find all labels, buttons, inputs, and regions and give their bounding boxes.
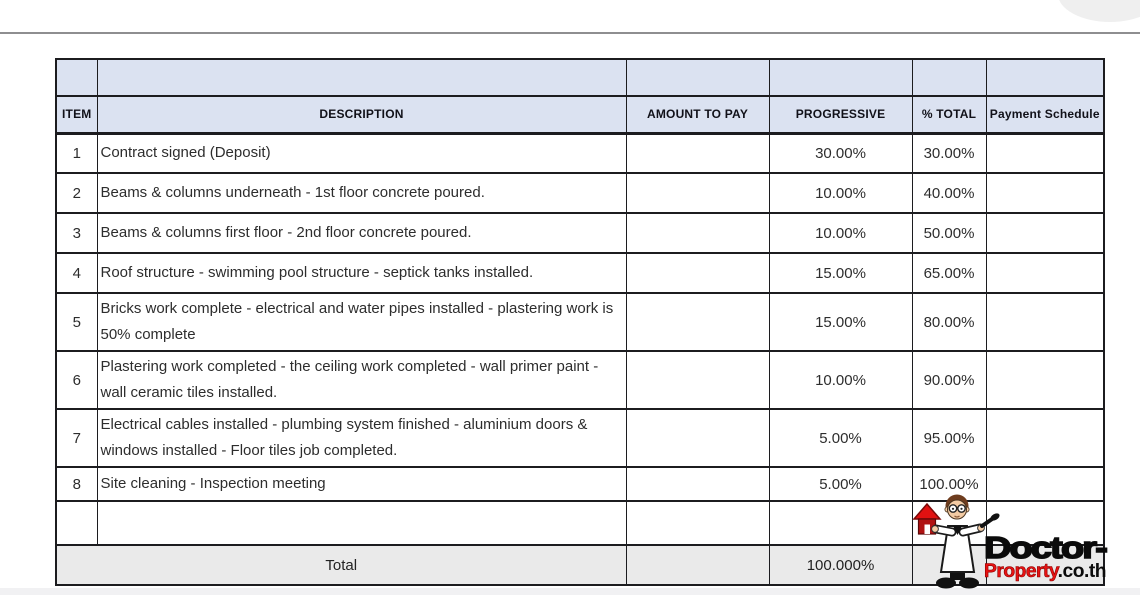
cell-item	[55, 500, 98, 546]
cell-payment-schedule	[985, 466, 1105, 502]
cell-description: Site cleaning - Inspection meeting	[96, 466, 627, 502]
column-header-item: ITEM	[55, 95, 98, 135]
cell-item: 2	[55, 172, 98, 214]
cell-payment-schedule	[985, 172, 1105, 214]
cell-pct-total: 80.00%	[911, 292, 987, 352]
total-amount-cell	[625, 544, 770, 586]
table-row: 8 Site cleaning - Inspection meeting 5.0…	[55, 466, 1105, 502]
cell-description: Bricks work complete - electrical and wa…	[96, 292, 627, 352]
table-row: 2 Beams & columns underneath - 1st floor…	[55, 172, 1105, 214]
cell-progressive: 5.00%	[768, 466, 913, 502]
table-row: 6 Plastering work completed - the ceilin…	[55, 350, 1105, 410]
cell-progressive: 5.00%	[768, 408, 913, 468]
cell-payment-schedule	[985, 252, 1105, 294]
cell-item: 4	[55, 252, 98, 294]
cell-progressive: 30.00%	[768, 132, 913, 174]
table-row: 7 Electrical cables installed - plumbing…	[55, 408, 1105, 468]
total-row: Total 100.000%	[55, 544, 1105, 586]
brand-text-doctor: Doctor-	[984, 530, 1107, 565]
table-row: 4 Roof structure - swimming pool structu…	[55, 252, 1105, 294]
cell-payment-schedule	[985, 132, 1105, 174]
blank-cell	[985, 58, 1105, 97]
cell-amount-to-pay	[625, 252, 770, 294]
blank-cell	[96, 58, 627, 97]
cell-item: 8	[55, 466, 98, 502]
total-label-cell: Total	[55, 544, 627, 586]
horizontal-divider	[0, 32, 1140, 34]
brand-text-line2: Property.co.th	[984, 561, 1106, 582]
cell-description	[96, 500, 627, 546]
cell-amount-to-pay	[625, 408, 770, 468]
cell-progressive: 10.00%	[768, 212, 913, 254]
cell-progressive: 10.00%	[768, 172, 913, 214]
blank-cell	[911, 58, 987, 97]
blank-cell	[55, 58, 98, 97]
cell-amount-to-pay	[625, 350, 770, 410]
table-body: 1 Contract signed (Deposit) 30.00% 30.00…	[55, 132, 1105, 586]
cell-progressive: 15.00%	[768, 292, 913, 352]
corner-circle-decoration	[1058, 0, 1140, 22]
blank-cell	[625, 58, 770, 97]
column-header-description: DESCRIPTION	[96, 95, 627, 135]
table-row: 3 Beams & columns first floor - 2nd floo…	[55, 212, 1105, 254]
column-header-amount-to-pay: AMOUNT TO PAY	[625, 95, 770, 135]
column-header-progressive: PROGRESSIVE	[768, 95, 913, 135]
header-blank-row	[55, 58, 1105, 97]
cell-item: 5	[55, 292, 98, 352]
cell-payment-schedule	[985, 212, 1105, 254]
cell-amount-to-pay	[625, 172, 770, 214]
doctor-property-watermark: Doctor- Property.co.th	[912, 494, 1110, 589]
cell-item: 1	[55, 132, 98, 174]
cell-amount-to-pay	[625, 292, 770, 352]
total-progressive-cell: 100.000%	[768, 544, 913, 586]
brand-text-property: Property	[984, 561, 1060, 582]
cell-pct-total: 30.00%	[911, 132, 987, 174]
cell-description: Beams & columns first floor - 2nd floor …	[96, 212, 627, 254]
cell-description: Beams & columns underneath - 1st floor c…	[96, 172, 627, 214]
cell-amount-to-pay	[625, 212, 770, 254]
cell-item: 6	[55, 350, 98, 410]
cell-pct-total: 40.00%	[911, 172, 987, 214]
cell-pct-total: 65.00%	[911, 252, 987, 294]
column-header-pct-total: % TOTAL	[911, 95, 987, 135]
brand-text-coth: .co.th	[1058, 561, 1106, 582]
cell-description: Contract signed (Deposit)	[96, 132, 627, 174]
cell-pct-total: 90.00%	[911, 350, 987, 410]
cell-amount-to-pay	[625, 132, 770, 174]
cell-amount-to-pay	[625, 500, 770, 546]
column-header-payment-schedule: Payment Schedule	[985, 95, 1105, 135]
table-row: 1 Contract signed (Deposit) 30.00% 30.00…	[55, 132, 1105, 174]
doctor-cartoon-icon	[931, 494, 1000, 589]
payment-schedule-table: ITEM DESCRIPTION AMOUNT TO PAY PROGRESSI…	[55, 58, 1105, 586]
house-icon	[912, 502, 942, 535]
cell-payment-schedule	[985, 500, 1105, 546]
cell-description: Electrical cables installed - plumbing s…	[96, 408, 627, 468]
cell-item: 3	[55, 212, 98, 254]
cell-payment-schedule	[985, 350, 1105, 410]
cell-amount-to-pay	[625, 466, 770, 502]
cell-progressive: 10.00%	[768, 350, 913, 410]
header-label-row: ITEM DESCRIPTION AMOUNT TO PAY PROGRESSI…	[55, 95, 1105, 135]
cell-item: 7	[55, 408, 98, 468]
cell-description: Plastering work completed - the ceiling …	[96, 350, 627, 410]
cell-progressive	[768, 500, 913, 546]
cell-payment-schedule	[985, 408, 1105, 468]
blank-cell	[768, 58, 913, 97]
table-row: 5 Bricks work complete - electrical and …	[55, 292, 1105, 352]
cell-description: Roof structure - swimming pool structure…	[96, 252, 627, 294]
table-header: ITEM DESCRIPTION AMOUNT TO PAY PROGRESSI…	[55, 58, 1105, 135]
cell-pct-total: 95.00%	[911, 408, 987, 468]
total-schedule-cell	[985, 544, 1105, 586]
cell-pct-total: 50.00%	[911, 212, 987, 254]
cell-progressive: 15.00%	[768, 252, 913, 294]
cell-payment-schedule	[985, 292, 1105, 352]
page-bottom-edge	[0, 588, 1140, 595]
